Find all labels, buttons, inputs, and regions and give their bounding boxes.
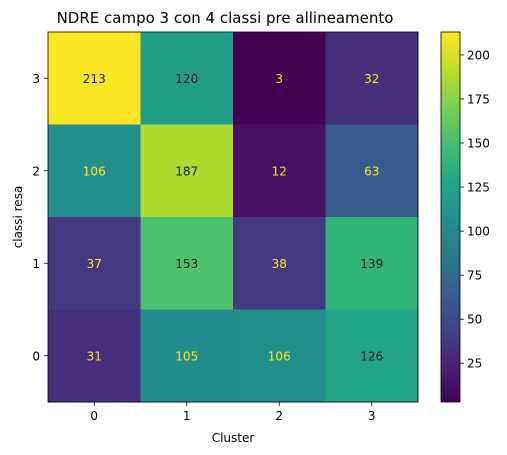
cell-value-label: 139: [360, 257, 383, 271]
cell-value-label: 126: [360, 349, 383, 363]
cell-value-label: 32: [364, 72, 379, 86]
heatmap-cell: [140, 217, 234, 310]
heatmap-cell: [233, 124, 326, 218]
plot-frame: [47, 31, 419, 403]
heatmap-cell: [325, 309, 419, 403]
y-tick-label: 3: [32, 72, 40, 86]
x-tick-label: 1: [183, 409, 191, 423]
colorbar-tick-label: 150: [467, 137, 490, 151]
x-tick-label: 2: [275, 409, 283, 423]
heatmap-cell: [325, 124, 419, 218]
heatmap-cell: [48, 124, 141, 218]
x-axis-ticks: 0 1 2 3: [90, 402, 376, 423]
x-tick-label: 3: [368, 409, 376, 423]
heatmap-cell: [233, 32, 326, 125]
colorbar-tick-label: 200: [467, 48, 490, 62]
heatmap-cell: [233, 309, 326, 403]
heatmap-cell: [48, 217, 141, 310]
heatmap-cell: [48, 309, 141, 403]
cell-value-label: 38: [272, 257, 287, 271]
heatmap-cell: [140, 124, 234, 218]
cell-value-label: 31: [87, 349, 102, 363]
cell-value-label: 63: [364, 164, 379, 178]
cell-value-label: 12: [272, 164, 287, 178]
y-tick-label: 0: [32, 349, 40, 363]
colorbar-tick-label: 175: [467, 92, 490, 106]
y-tick-label: 1: [32, 257, 40, 271]
colorbar-tick-label: 100: [467, 225, 490, 239]
colorbar-tick-label: 75: [467, 269, 482, 283]
cell-value-label: 37: [87, 257, 102, 271]
colorbar-tick-label: 25: [467, 357, 482, 371]
x-axis-label: Cluster: [212, 431, 255, 445]
heatmap-cell: [325, 217, 419, 310]
cell-value-label: 153: [175, 257, 198, 271]
y-axis-label: classi resa: [11, 186, 25, 249]
heatmap-cell: [140, 32, 234, 125]
colorbar: 25 50 75 100 125 150 175 200: [440, 31, 490, 403]
cell-value-label: 3: [275, 72, 283, 86]
x-tick-label: 0: [90, 409, 98, 423]
y-tick-label: 2: [32, 164, 40, 178]
heatmap-cell: [325, 32, 419, 125]
cell-value-label: 187: [175, 164, 198, 178]
colorbar-gradient: [440, 31, 461, 403]
heatmap-cell: [233, 217, 326, 310]
chart-title: NDRE campo 3 con 4 classi pre allineamen…: [57, 9, 394, 27]
heatmap-cell: [48, 32, 141, 125]
cell-value-label: 106: [268, 349, 291, 363]
heatmap-cells: 213 120 3 32 106 187 12 63 37 153 38 139 31 105 106 126: [47, 31, 419, 403]
y-axis-ticks: 3 2 1 0: [32, 72, 48, 363]
cell-value-label: 213: [83, 72, 106, 86]
colorbar-tick-label: 50: [467, 313, 482, 327]
cell-value-label: 106: [83, 164, 106, 178]
cell-value-label: 120: [175, 72, 198, 86]
cell-value-label: 105: [175, 349, 198, 363]
colorbar-tick-label: 125: [467, 181, 490, 195]
heatmap-cell: [140, 309, 234, 403]
